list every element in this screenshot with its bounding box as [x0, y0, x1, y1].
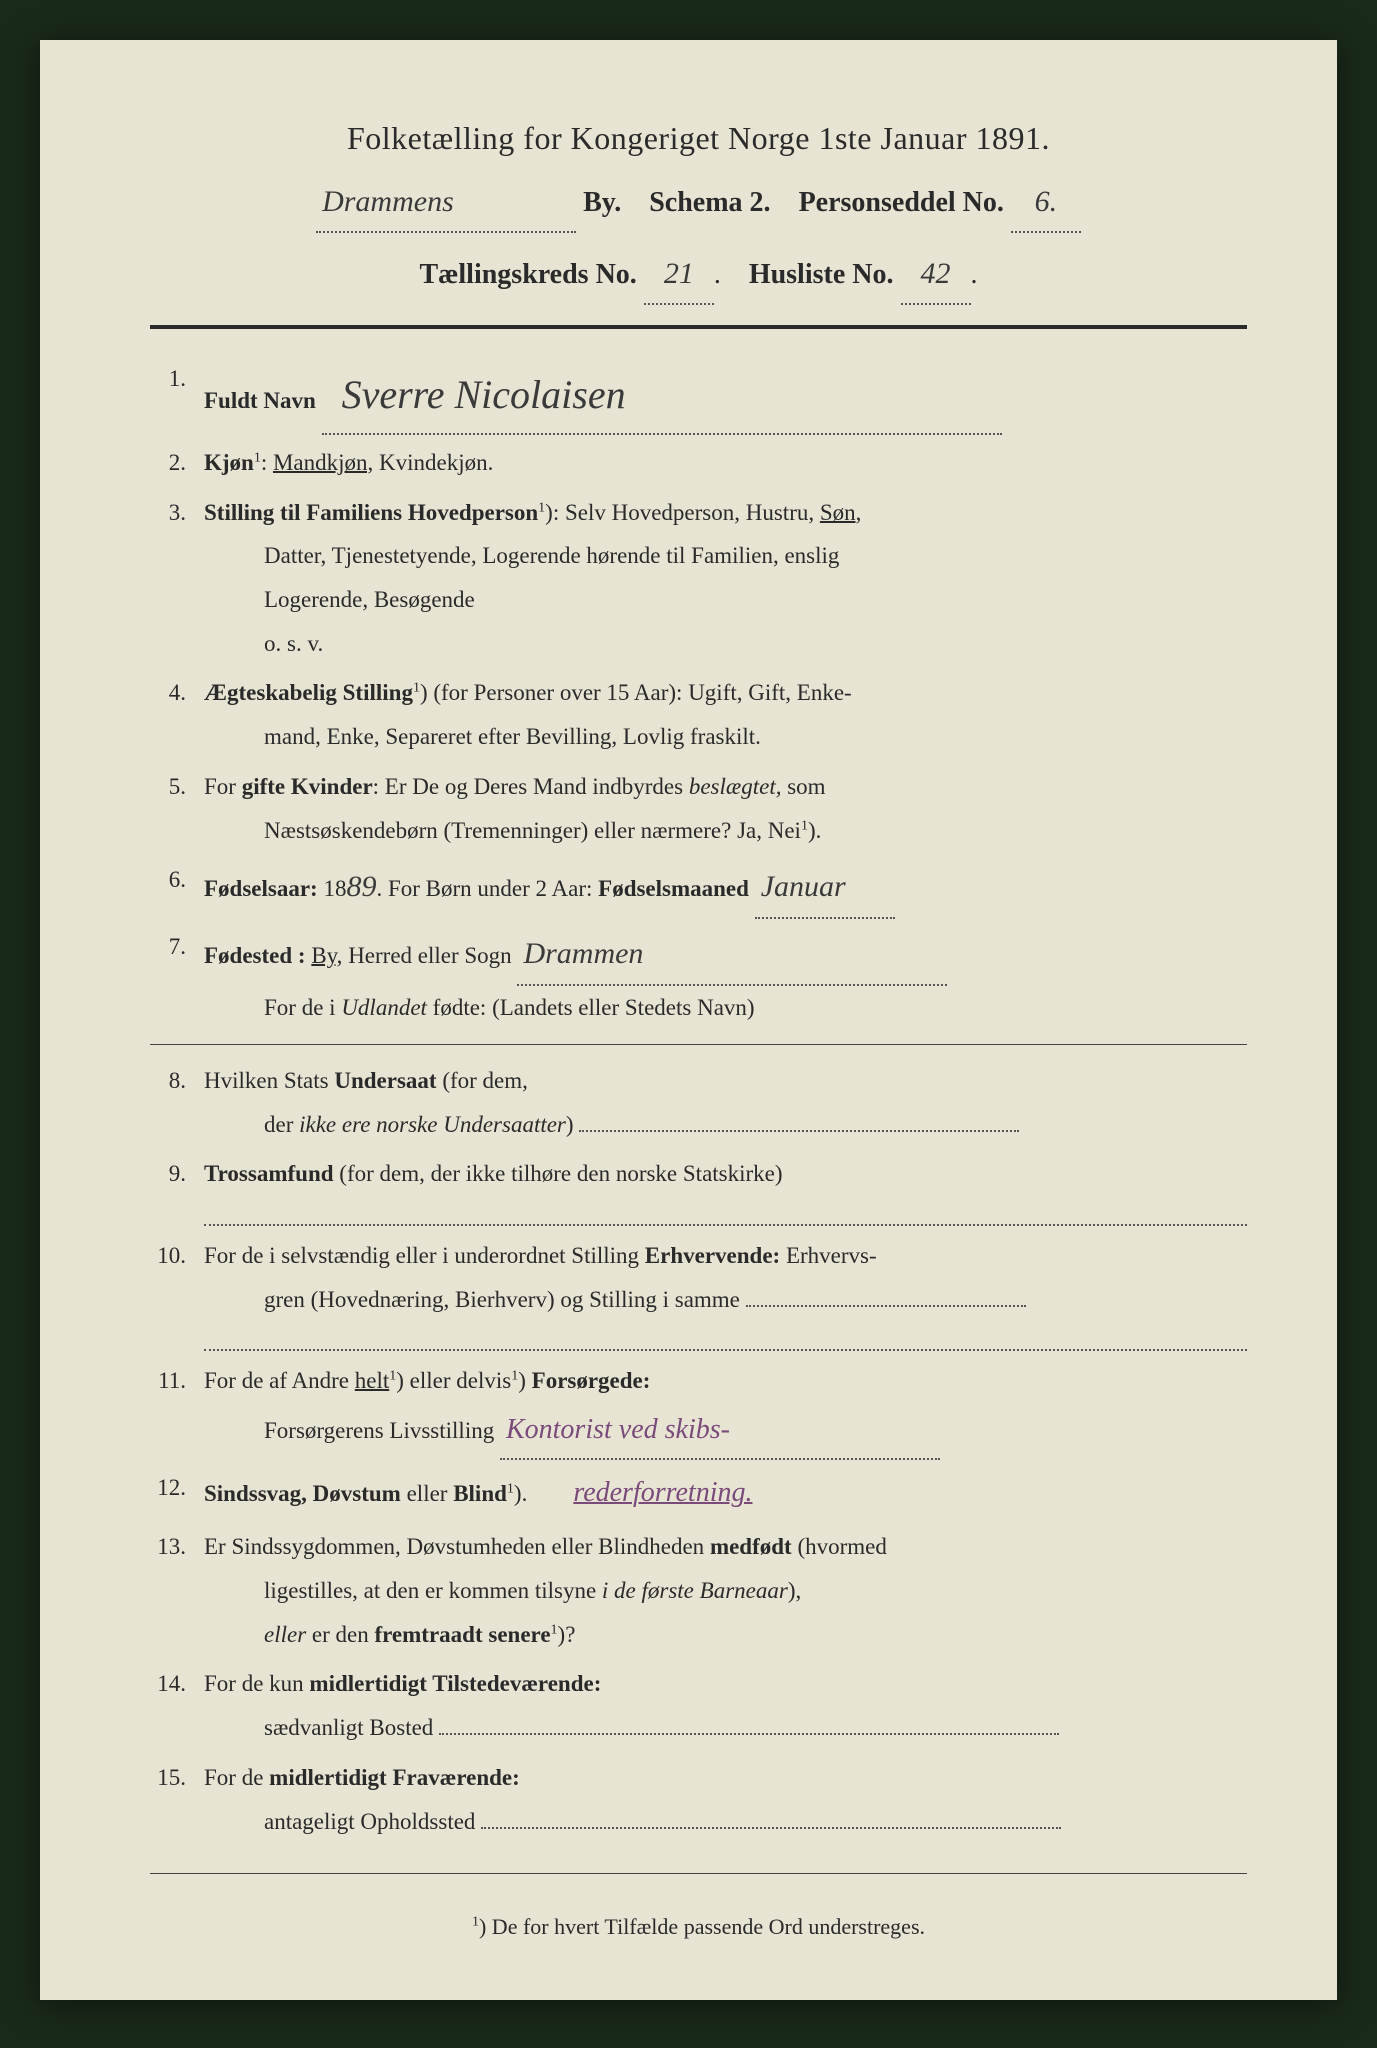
- form-body: 1. Fuldt Navn Sverre Nicolaisen 2. Kjøn1…: [150, 357, 1247, 1843]
- husliste-label: Husliste No.: [749, 259, 894, 290]
- label-gifte-kvinder: gifte Kvinder: [242, 774, 373, 799]
- num-3: 3.: [150, 491, 204, 666]
- header-title: Folketælling for Kongeriget Norge 1ste J…: [150, 120, 1247, 157]
- header-city-line: Drammens By. Schema 2. Personseddel No. …: [150, 175, 1247, 233]
- item-1: 1. Fuldt Navn Sverre Nicolaisen: [150, 357, 1247, 435]
- label-tilstedevaerende: midlertidigt Tilstedeværende:: [309, 1671, 601, 1696]
- label-sindssvag: Sindssvag, Døvstum: [204, 1481, 401, 1506]
- item-7: 7. Fødested : By, Herred eller Sogn Dram…: [150, 925, 1247, 1030]
- form-header: Folketælling for Kongeriget Norge 1ste J…: [150, 120, 1247, 305]
- item-14: 14. For de kun midlertidigt Tilstedevære…: [150, 1662, 1247, 1749]
- option-son: Søn,: [820, 500, 862, 525]
- taellingskreds-label: Tællingskreds No.: [419, 259, 636, 290]
- item-2: 2. Kjøn1: Mandkjøn, Kvindekjøn.: [150, 441, 1247, 485]
- divider-thin-bottom: [150, 1873, 1247, 1874]
- birthplace: Drammen: [517, 925, 947, 986]
- probable-residence-field: [481, 1827, 1061, 1829]
- num-12: 12.: [150, 1466, 204, 1519]
- item-10: 10. For de i selvstændig eller i underor…: [150, 1234, 1247, 1353]
- label-blind: Blind: [453, 1481, 507, 1506]
- provider-occupation-cont: rederforretning.: [573, 1477, 752, 1508]
- item-5: 5. For gifte Kvinder: Er De og Deres Man…: [150, 765, 1247, 852]
- num-5: 5.: [150, 765, 204, 852]
- divider-heavy: [150, 325, 1247, 329]
- num-7: 7.: [150, 925, 204, 1030]
- item-3: 3. Stilling til Familiens Hovedperson1):…: [150, 491, 1247, 666]
- schema-label: Schema 2.: [649, 187, 770, 218]
- census-form-page: Folketælling for Kongeriget Norge 1ste J…: [40, 40, 1337, 2000]
- label-erhvervende: Erhvervende:: [645, 1243, 780, 1268]
- num-6: 6.: [150, 858, 204, 919]
- label-undersaat: Undersaat: [334, 1068, 436, 1093]
- label-fuldt-navn: Fuldt Navn: [204, 388, 316, 413]
- label-fravaerende: midlertidigt Fraværende:: [269, 1765, 520, 1790]
- husliste-no: 42: [901, 247, 971, 305]
- num-14: 14.: [150, 1662, 204, 1749]
- item-9: 9. Trossamfund (for dem, der ikke tilhør…: [150, 1152, 1247, 1228]
- option-kvindekjon: Kvindekjøn.: [379, 450, 493, 475]
- taellingskreds-no: 21: [644, 247, 714, 305]
- num-8: 8.: [150, 1059, 204, 1146]
- num-11: 11.: [150, 1359, 204, 1460]
- num-1: 1.: [150, 357, 204, 435]
- personseddel-no: 6.: [1011, 175, 1081, 233]
- num-15: 15.: [150, 1756, 204, 1843]
- num-4: 4.: [150, 671, 204, 758]
- birth-month: Januar: [755, 858, 895, 919]
- city-handwritten: Drammens: [316, 175, 576, 233]
- occupation-field-1: [746, 1305, 1026, 1307]
- option-mandkjon: Mandkjøn,: [273, 450, 373, 475]
- citizenship-field: [579, 1130, 1019, 1132]
- option-by: By,: [311, 943, 342, 968]
- header-kreds-line: Tællingskreds No. 21. Husliste No. 42.: [150, 247, 1247, 305]
- item-11: 11. For de af Andre helt1) eller delvis1…: [150, 1359, 1247, 1460]
- provider-occupation: Kontorist ved skibs-: [500, 1403, 940, 1460]
- item-6: 6. Fødselsaar: 1889. For Børn under 2 Aa…: [150, 858, 1247, 919]
- usual-residence-field: [439, 1733, 1059, 1735]
- occupation-field-2: [204, 1349, 1247, 1351]
- label-stilling: Stilling til Familiens Hovedperson: [204, 500, 538, 525]
- label-kjon: Kjøn: [204, 450, 254, 475]
- label-aegteskab: Ægteskabelig Stilling: [204, 680, 413, 705]
- item-12: 12. Sindssvag, Døvstum eller Blind1). re…: [150, 1466, 1247, 1519]
- city-suffix: By.: [583, 187, 621, 218]
- personseddel-label: Personseddel No.: [799, 187, 1004, 218]
- item-13: 13. Er Sindssygdommen, Døvstumheden elle…: [150, 1525, 1247, 1656]
- divider-thin-1: [150, 1044, 1247, 1045]
- num-13: 13.: [150, 1525, 204, 1656]
- item-15: 15. For de midlertidigt Fraværende: anta…: [150, 1756, 1247, 1843]
- label-fodested: Fødested :: [204, 943, 311, 968]
- religion-field: [204, 1224, 1247, 1226]
- item-4: 4. Ægteskabelig Stilling1) (for Personer…: [150, 671, 1247, 758]
- label-forsorgede: Forsørgede:: [532, 1368, 651, 1393]
- label-trossamfund: Trossamfund: [204, 1161, 334, 1186]
- birth-year: 89: [346, 870, 376, 903]
- label-fodselsaar: Fødselsaar:: [204, 876, 318, 901]
- full-name-value: Sverre Nicolaisen: [322, 357, 1002, 435]
- num-9: 9.: [150, 1152, 204, 1228]
- num-2: 2.: [150, 441, 204, 485]
- label-fodselsmaaned: Fødselsmaaned: [598, 876, 749, 901]
- num-10: 10.: [150, 1234, 204, 1353]
- item-8: 8. Hvilken Stats Undersaat (for dem, der…: [150, 1059, 1247, 1146]
- footnote: 1) De for hvert Tilfælde passende Ord un…: [150, 1914, 1247, 1940]
